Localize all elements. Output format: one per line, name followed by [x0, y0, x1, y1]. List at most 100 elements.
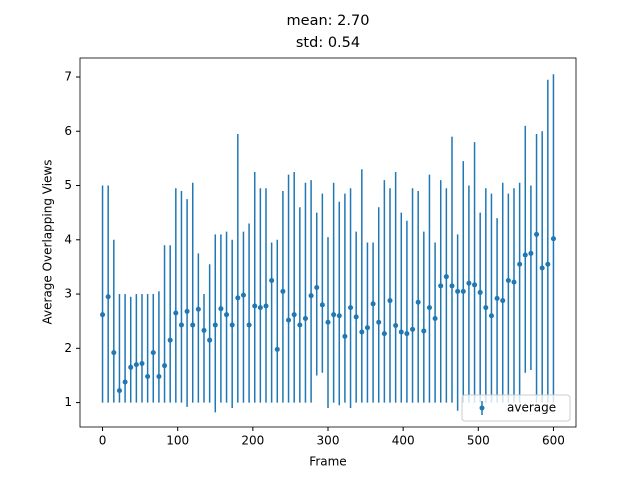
point — [133, 362, 139, 368]
point — [398, 329, 404, 335]
point — [331, 312, 337, 318]
point — [472, 282, 478, 288]
point — [517, 261, 523, 267]
point — [438, 283, 444, 289]
point — [455, 288, 461, 294]
point — [325, 319, 331, 325]
point — [466, 280, 472, 286]
x-tick-label: 500 — [467, 434, 490, 448]
point — [207, 337, 213, 343]
x-axis-label: Frame — [309, 455, 346, 469]
point — [173, 310, 179, 316]
point — [359, 329, 365, 335]
point — [246, 322, 252, 328]
point — [257, 305, 263, 311]
point — [201, 327, 207, 333]
point — [162, 363, 168, 369]
point — [387, 298, 393, 304]
point — [319, 302, 325, 308]
point — [500, 298, 506, 304]
point — [545, 261, 551, 267]
x-tick-label: 0 — [99, 434, 107, 448]
x-tick-label: 100 — [166, 434, 189, 448]
legend-label: average — [507, 401, 556, 415]
point — [145, 374, 151, 380]
x-tick-label: 300 — [317, 434, 340, 448]
point — [308, 293, 314, 299]
point — [522, 252, 528, 258]
point — [235, 295, 241, 301]
point — [212, 322, 218, 328]
point — [342, 333, 348, 339]
point — [426, 305, 432, 311]
point — [286, 317, 292, 323]
chart-title: mean: 2.70 — [287, 13, 370, 29]
x-tick-label: 600 — [542, 434, 565, 448]
point — [550, 236, 556, 242]
point — [128, 364, 134, 370]
y-tick-label: 2 — [64, 341, 72, 355]
point — [218, 306, 224, 312]
point — [139, 361, 145, 367]
point — [156, 374, 162, 380]
point — [240, 292, 246, 298]
y-tick-label: 4 — [64, 232, 72, 246]
x-tick-label: 200 — [241, 434, 264, 448]
point — [297, 322, 303, 328]
point — [224, 312, 230, 318]
point — [505, 277, 511, 283]
point — [432, 315, 438, 321]
point — [404, 331, 410, 337]
y-tick-label: 1 — [64, 395, 72, 409]
point — [376, 319, 382, 325]
point — [274, 346, 280, 352]
point — [122, 379, 128, 385]
point — [100, 312, 106, 318]
point — [534, 231, 540, 237]
legend-box — [461, 394, 571, 422]
y-axis-label: Average Overlapping Views — [41, 160, 55, 325]
point — [195, 306, 201, 312]
point — [381, 331, 387, 337]
point — [252, 303, 258, 309]
point — [105, 294, 111, 300]
point — [483, 305, 489, 311]
point — [336, 313, 342, 319]
point — [370, 301, 376, 307]
plot-frame — [79, 57, 577, 428]
point — [449, 283, 455, 289]
point — [421, 328, 427, 334]
point — [269, 277, 275, 283]
point — [178, 322, 184, 328]
point — [477, 289, 483, 295]
point — [116, 388, 122, 394]
point — [291, 312, 297, 318]
point — [410, 326, 416, 332]
point — [302, 315, 308, 321]
point — [353, 314, 359, 320]
point — [229, 322, 235, 328]
point — [184, 308, 190, 314]
y-tick-label: 7 — [64, 69, 72, 83]
y-tick-label: 6 — [64, 124, 72, 138]
point — [167, 337, 173, 343]
point — [511, 279, 517, 285]
y-tick-label: 5 — [64, 178, 72, 192]
point — [348, 305, 354, 311]
point — [190, 322, 196, 328]
point — [280, 288, 286, 294]
point — [364, 325, 370, 331]
point — [111, 350, 117, 356]
point — [314, 285, 320, 291]
point — [443, 274, 449, 280]
y-tick-label: 3 — [64, 287, 72, 301]
point — [415, 299, 421, 305]
point — [539, 265, 545, 271]
chart-subtitle: std: 0.54 — [296, 35, 360, 51]
point — [494, 295, 500, 301]
point — [150, 350, 156, 356]
point — [488, 313, 494, 319]
point — [460, 288, 466, 294]
point — [528, 250, 534, 256]
